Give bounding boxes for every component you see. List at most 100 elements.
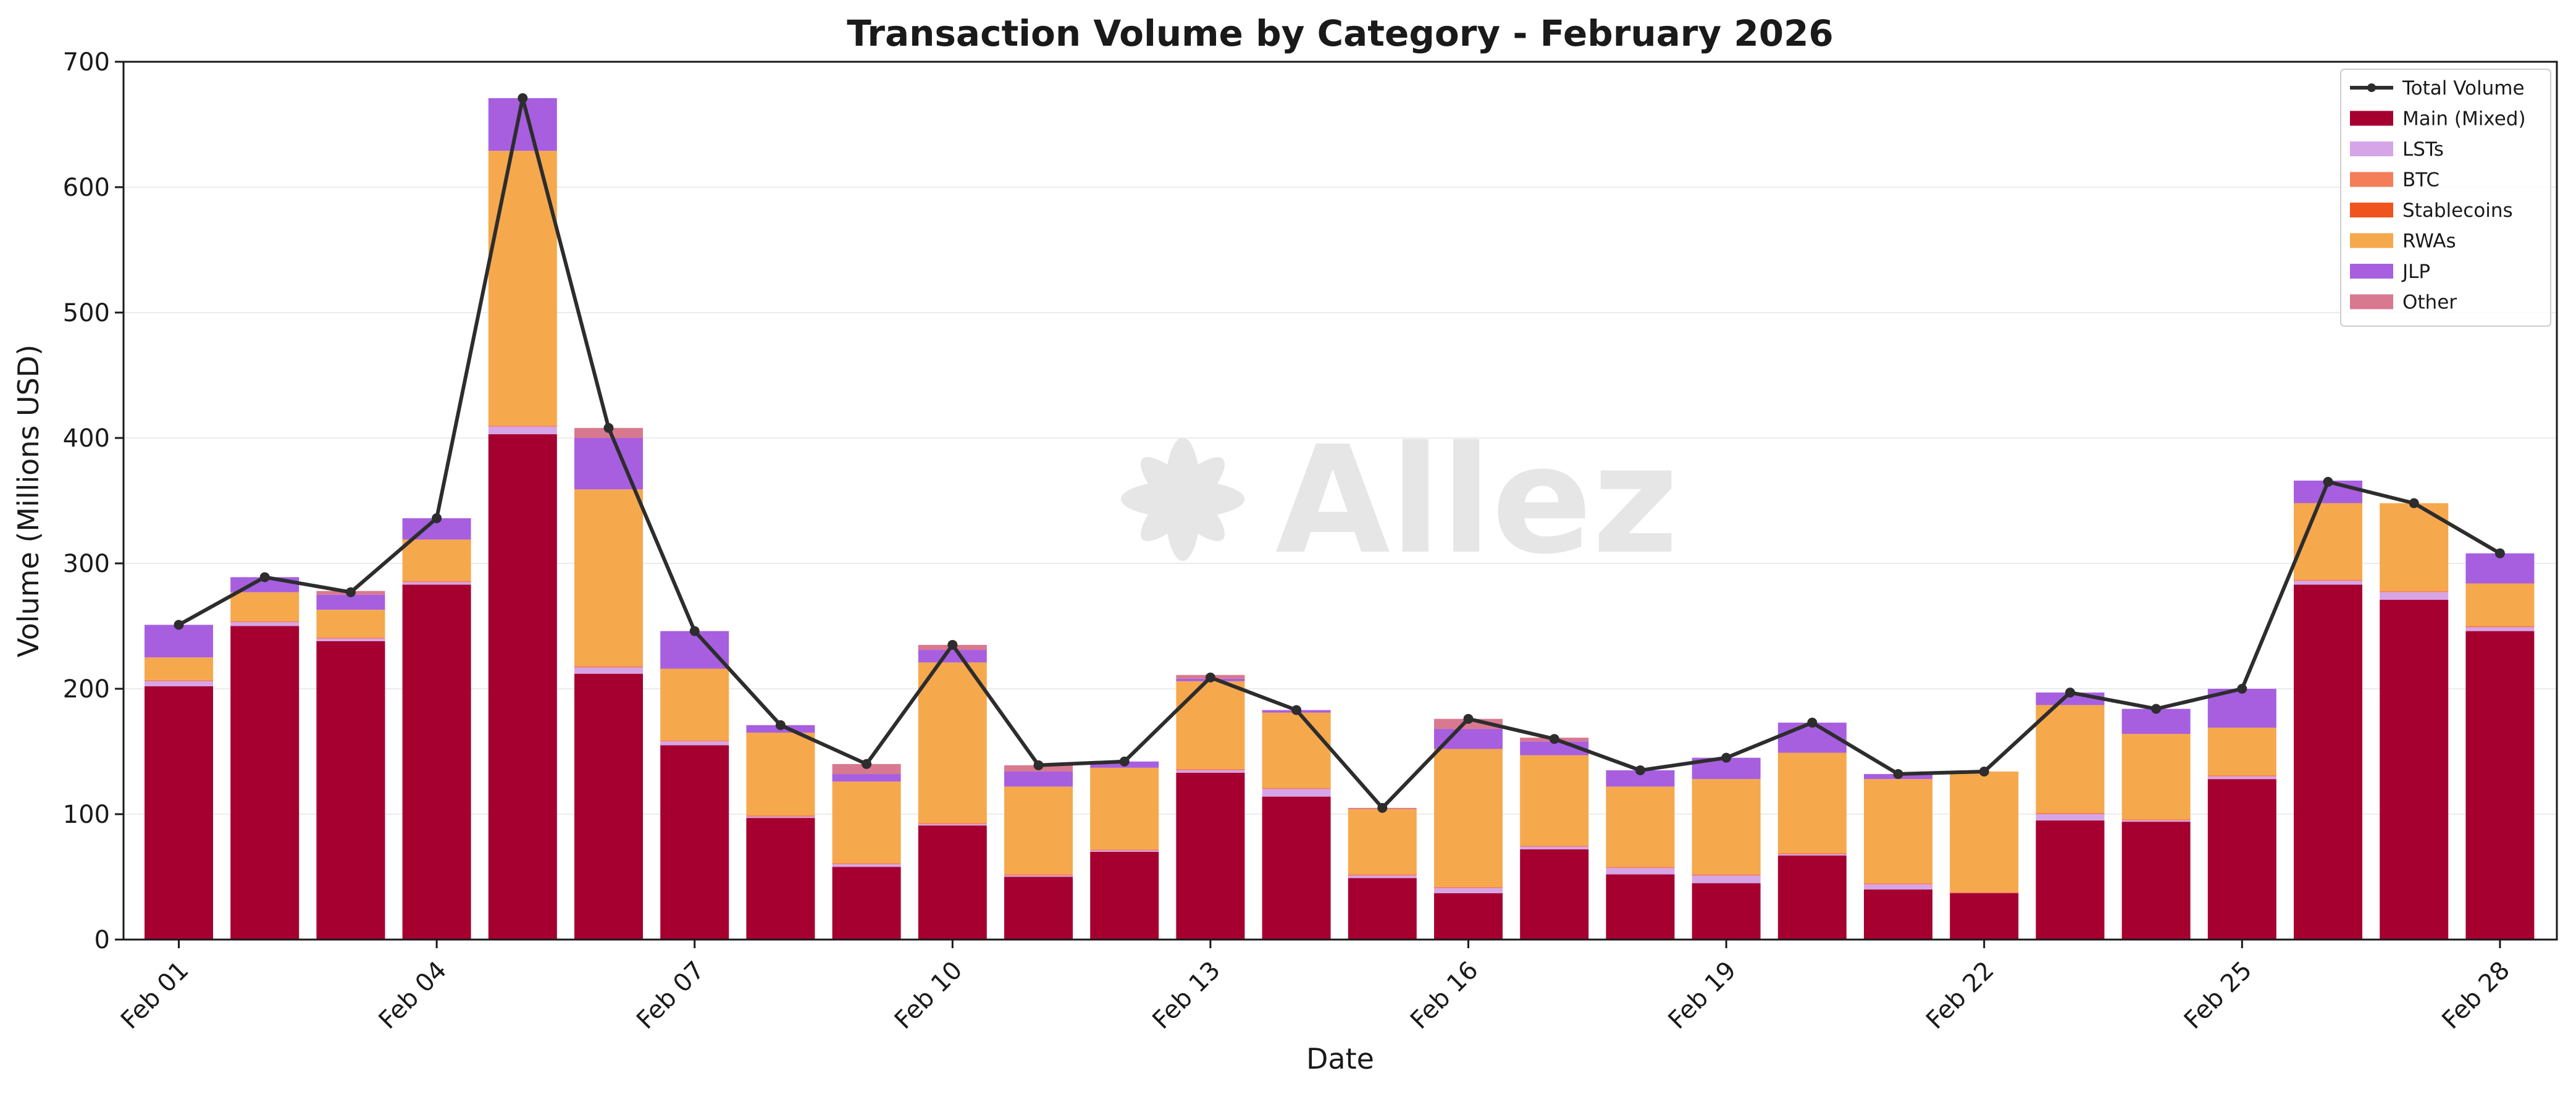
y-tick-label: 500 (63, 299, 110, 327)
bar-segment (1864, 884, 1932, 890)
total-volume-point (2409, 498, 2419, 508)
bar-segment (1004, 786, 1073, 875)
legend: Total Volume Main (Mixed) LSTs BTC Stablecoi… (2340, 69, 2551, 327)
bar-segment (832, 764, 901, 775)
bar-segment (316, 610, 385, 637)
bar-segment (1090, 850, 1159, 852)
bar-segment (1777, 854, 1847, 856)
bar-segment (832, 867, 901, 940)
bar-segment (832, 774, 901, 782)
bar-segment (1864, 883, 1932, 885)
total-volume-point (2323, 477, 2333, 487)
bar-segment (918, 662, 987, 823)
bar-segment (1950, 771, 2019, 892)
bar-segment (832, 864, 901, 867)
watermark-logo-icon (1121, 437, 1244, 561)
y-axis-ticks: 0 100 200 300 400 500 600 700 (63, 48, 124, 954)
bar-segment (1692, 875, 1761, 883)
bar-segment (660, 668, 729, 741)
total-volume-point (689, 626, 700, 636)
bar-segment (1262, 788, 1331, 789)
bar-segment (402, 539, 471, 581)
bar-segment (574, 489, 643, 667)
total-volume-point (1979, 766, 1989, 776)
legend-swatch (2350, 172, 2393, 187)
y-tick-label: 300 (63, 550, 110, 578)
bar-segment (2207, 776, 2276, 780)
bar-segment (402, 582, 471, 585)
bar-segment (1004, 877, 1073, 940)
total-volume-point (1291, 705, 1302, 715)
bar-segment (1864, 779, 1932, 883)
bar-segment (1348, 874, 1417, 876)
legend-label: Other (2402, 292, 2457, 314)
bar-segment (1434, 749, 1503, 887)
bar-segment (316, 638, 385, 641)
bar-segment (746, 817, 815, 818)
bar-segment (1348, 878, 1417, 940)
bar-segment (1434, 728, 1503, 749)
legend-swatch (2350, 111, 2393, 126)
bar-segment (145, 686, 213, 940)
bar-segment (488, 434, 557, 940)
bar-segment (574, 673, 643, 940)
bar-segment (1348, 875, 1417, 878)
legend-label: JLP (2401, 261, 2430, 283)
bar-segment (1950, 893, 2019, 940)
total-volume-point (1377, 802, 1388, 813)
bar-segment (230, 622, 300, 626)
legend-label: Main (Mixed) (2402, 108, 2526, 130)
bar-segment (1434, 893, 1503, 940)
total-volume-point (775, 720, 786, 730)
bar-segment (1520, 846, 1589, 849)
bar-segment (918, 824, 987, 826)
legend-swatch (2350, 233, 2393, 248)
bar-segment (145, 680, 213, 681)
y-tick-label: 400 (63, 424, 110, 453)
bar-segment (1777, 855, 1847, 940)
bar-segment (1692, 874, 1761, 876)
watermark-text: Allez (1275, 414, 1679, 587)
chart-title: Transaction Volume by Category - Februar… (847, 12, 1834, 54)
total-volume-point (2151, 704, 2162, 714)
bar-segment (2121, 822, 2191, 940)
bar-segment (2036, 705, 2105, 813)
bar-segment (1176, 773, 1245, 940)
total-volume-point (2237, 684, 2247, 694)
bar-segment (316, 637, 385, 639)
plot-frame (122, 61, 2558, 941)
bar-segment (918, 823, 987, 825)
bar-segment (145, 681, 213, 686)
total-volume-point (1205, 672, 1215, 683)
bar-segment (2294, 579, 2362, 581)
x-axis-label: Date (1306, 1042, 1374, 1075)
bar-segment (1004, 874, 1073, 876)
bar-segment (574, 667, 643, 674)
bar-segment (488, 426, 557, 434)
total-volume-point (432, 513, 442, 523)
bar-segment (402, 584, 471, 940)
bar-segment (2207, 727, 2276, 776)
bar-segment (918, 825, 987, 940)
legend-label: Total Volume (2402, 77, 2525, 99)
total-volume-point (1033, 760, 1044, 770)
total-volume-point (1893, 769, 1903, 780)
bar-segment (2036, 812, 2105, 814)
bar-segment (1262, 789, 1331, 797)
bar-segment (2121, 820, 2191, 822)
bar-segment (1348, 809, 1417, 875)
bar-segment (746, 815, 815, 817)
y-tick-label: 700 (63, 48, 110, 77)
legend-line-marker (2367, 83, 2376, 92)
total-volume-point (1721, 752, 1732, 763)
bar-segment (1004, 771, 1073, 787)
bar-segment (488, 425, 557, 427)
bar-segment (574, 666, 643, 668)
bar-segment (660, 740, 729, 742)
bar-segment (2294, 584, 2362, 940)
total-volume-point (1463, 713, 1474, 724)
y-axis-label: Volume (Millions USD) (12, 345, 45, 658)
legend-label: LSTs (2402, 138, 2444, 161)
bar-segment (574, 427, 643, 438)
total-volume-point (862, 759, 872, 769)
